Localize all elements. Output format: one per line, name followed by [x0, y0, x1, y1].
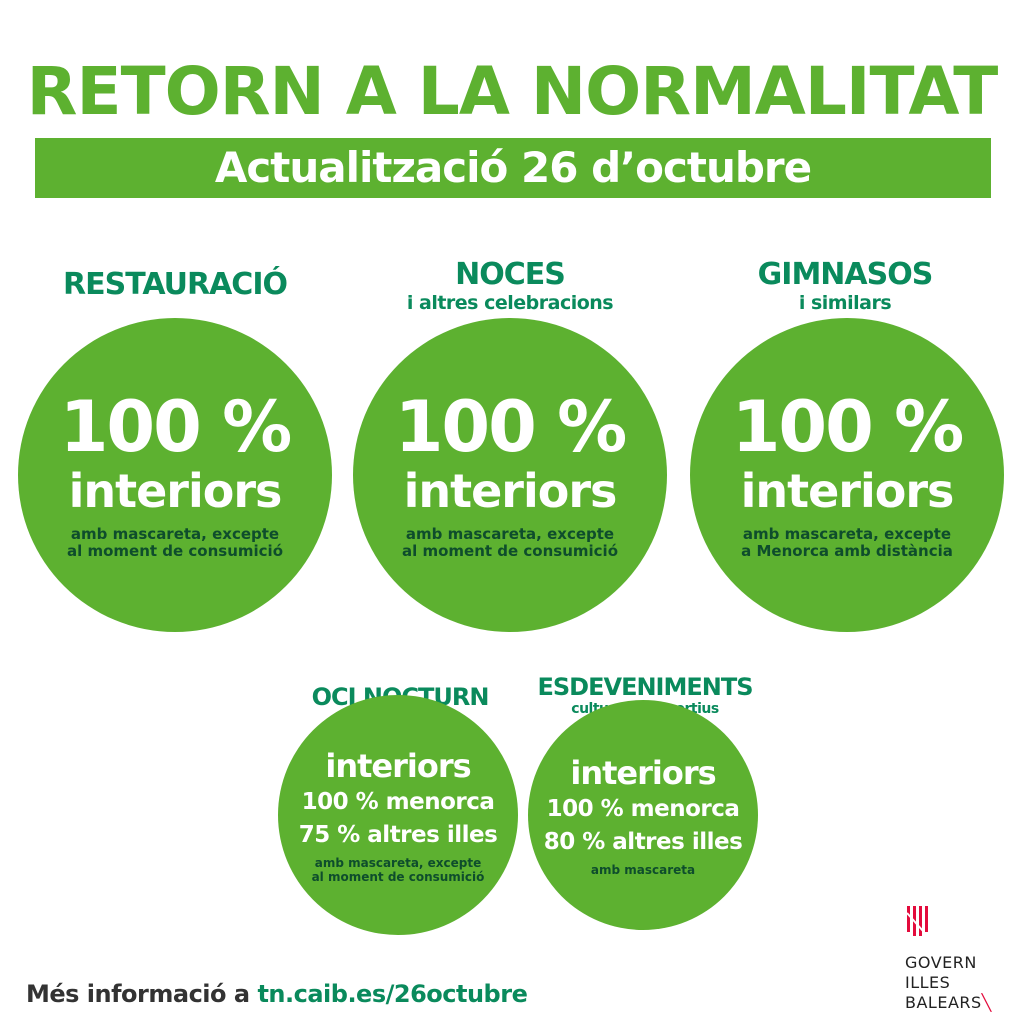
- gimnasos-circle: 100 % interiors amb mascareta, excepte a …: [690, 318, 1004, 632]
- heading: ESDEVENIMENTS: [537, 673, 754, 701]
- footer-text: Més informació a: [26, 980, 258, 1008]
- scope: interiors: [68, 464, 283, 518]
- footer: Més informació a tn.caib.es/26octubre: [26, 980, 528, 1008]
- logo-line: GOVERN: [905, 953, 977, 972]
- coat-of-arms-icon: [906, 906, 930, 936]
- note: amb mascareta: [590, 863, 696, 877]
- scope: interiors: [325, 747, 471, 785]
- note: amb mascareta, excepte a Menorca amb dist…: [741, 525, 953, 560]
- percent: 100 %: [394, 386, 628, 468]
- line-altres: 80 % altres illes: [543, 829, 743, 855]
- govern-illes-balears-logo: GOVERN ILLES BALEARS╲: [905, 905, 1015, 1013]
- note: amb mascareta, excepte al moment de consu…: [401, 525, 619, 560]
- heading: GIMNASOS: [757, 257, 934, 292]
- restauracio-circle: 100 % interiors amb mascareta, excepte al…: [18, 318, 332, 632]
- line-menorca: 100 % menorca: [546, 796, 740, 822]
- restauracio-heading: RESTAURACIÓ: [20, 268, 330, 302]
- logo-line: BALEARS╲: [905, 993, 992, 1012]
- subheading: i altres celebracions: [406, 292, 614, 314]
- info-link[interactable]: tn.caib.es/26octubre: [257, 980, 528, 1008]
- page-title: RETORN A LA NORMALITAT: [26, 53, 999, 130]
- line-menorca: 100 % menorca: [301, 789, 495, 815]
- esdeveniments-circle: interiors 100 % menorca 80 % altres ille…: [528, 700, 758, 930]
- noces-heading: NOCES i altres celebracions: [355, 257, 665, 315]
- percent: 100 %: [731, 386, 965, 468]
- oci-nocturn-circle: interiors 100 % menorca 75 % altres ille…: [278, 695, 518, 935]
- line-altres: 75 % altres illes: [298, 822, 498, 848]
- note: amb mascareta, excepte al moment de consu…: [311, 856, 485, 884]
- note: amb mascareta, excepte al moment de consu…: [66, 525, 284, 560]
- date-banner: Actualització 26 d’octubre: [35, 138, 991, 198]
- heading: RESTAURACIÓ: [63, 267, 288, 302]
- scope: interiors: [570, 754, 716, 792]
- logo-line: ILLES: [905, 973, 951, 992]
- heading: NOCES: [455, 257, 566, 292]
- scope: interiors: [740, 464, 955, 518]
- noces-circle: 100 % interiors amb mascareta, excepte al…: [353, 318, 667, 632]
- percent: 100 %: [59, 386, 293, 468]
- gimnasos-heading: GIMNASOS i similars: [690, 257, 1000, 315]
- scope: interiors: [403, 464, 618, 518]
- subheading: i similars: [798, 292, 892, 314]
